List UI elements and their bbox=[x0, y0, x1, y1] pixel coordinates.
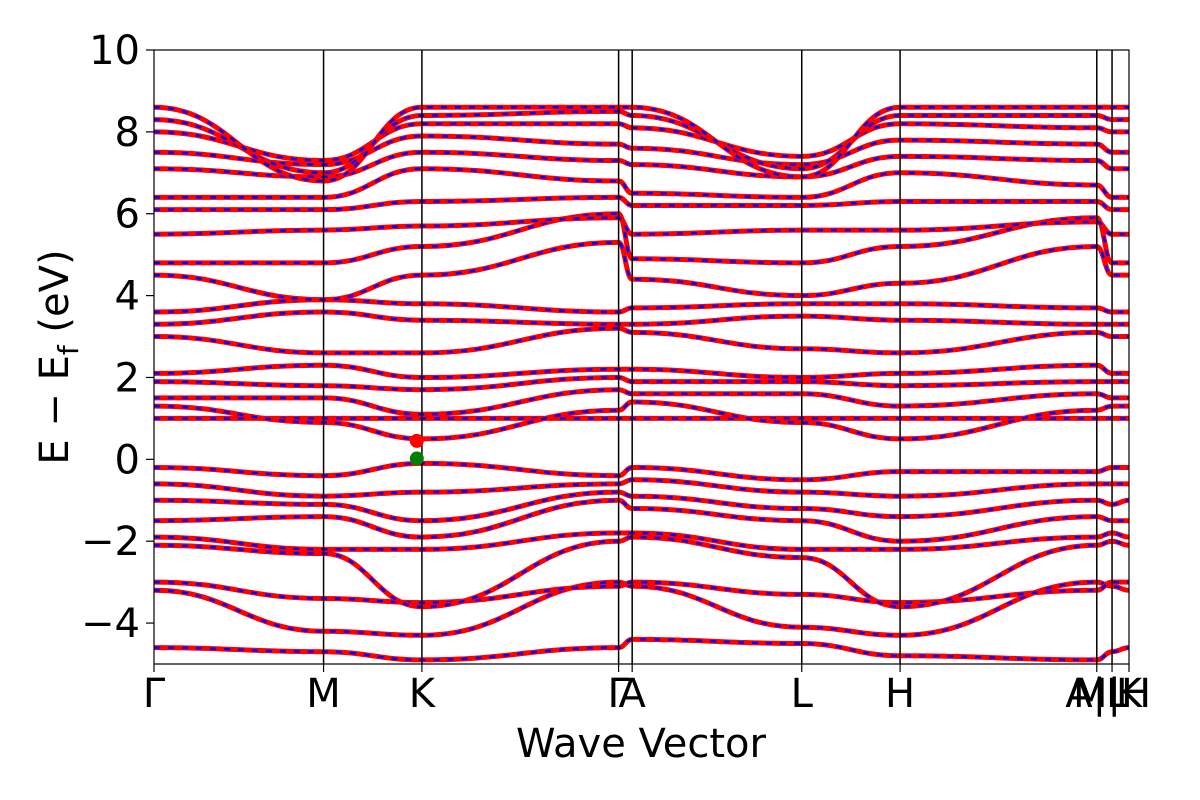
x-tick-label-0: Γ bbox=[143, 671, 166, 717]
band-3-spin-down bbox=[154, 535, 1129, 608]
band-edge-marker-1 bbox=[409, 451, 424, 466]
x-tick-label-4: A bbox=[618, 671, 646, 717]
x-tick-label-7: A|L bbox=[1065, 671, 1129, 717]
x-tick-label-9: K bbox=[1116, 671, 1144, 717]
y-axis-label-subscript: f bbox=[52, 344, 85, 355]
band-12-spin-down bbox=[154, 376, 1129, 391]
y-tick-label-3: 2 bbox=[115, 355, 140, 401]
band-6-spin-down bbox=[154, 490, 1129, 522]
plot-background bbox=[154, 50, 1129, 664]
band-15-spin-down bbox=[154, 310, 1129, 326]
band-edge-marker-0 bbox=[409, 433, 424, 448]
x-tick-label-1: M bbox=[306, 671, 341, 717]
x-axis-ticks: Γ M K ΓA L H A|LM|HK bbox=[143, 664, 1151, 717]
y-tick-label-2: 0 bbox=[115, 437, 140, 483]
y-axis-label: E − Ef (eV) bbox=[32, 249, 85, 464]
y-tick-label-4: 4 bbox=[115, 274, 140, 320]
band-25-spin-down bbox=[154, 110, 1129, 175]
y-tick-label-5: 6 bbox=[115, 192, 140, 238]
band-0-spin-down bbox=[154, 638, 1129, 662]
band-16-spin-down bbox=[154, 298, 1129, 314]
y-tick-label-1: −2 bbox=[81, 519, 140, 565]
band-7-spin-down bbox=[154, 478, 1129, 498]
y-tick-label-0: −4 bbox=[81, 601, 140, 647]
x-tick-label-3: Γ bbox=[607, 671, 630, 717]
band-20-spin-down bbox=[154, 196, 1129, 211]
band-13-spin-down bbox=[154, 363, 1129, 379]
band-11-spin-down bbox=[154, 388, 1129, 416]
band-4-spin-down bbox=[154, 531, 1129, 551]
band-1-spin-down bbox=[154, 580, 1129, 637]
x-tick-label-6: H bbox=[885, 671, 915, 717]
y-axis-label-main: E − E bbox=[32, 355, 78, 465]
x-axis-label: Wave Vector bbox=[516, 721, 767, 767]
y-tick-label-6: 8 bbox=[115, 110, 140, 156]
x-tick-label-2: K bbox=[409, 671, 437, 717]
y-axis-ticks: −4 −2 0 2 4 6 8 10 bbox=[81, 28, 154, 647]
x-tick-label-8: M|H bbox=[1073, 671, 1151, 717]
high-symmetry-lines bbox=[322, 50, 1113, 664]
band-8-spin-down bbox=[154, 462, 1129, 482]
x-tick-label-5: L bbox=[791, 671, 814, 717]
y-tick-label-7: 10 bbox=[89, 28, 140, 74]
plot-frame bbox=[153, 49, 1130, 665]
y-axis-label-unit: (eV) bbox=[32, 249, 78, 345]
band-edge-markers bbox=[409, 433, 424, 466]
band-26-spin-down bbox=[154, 106, 1129, 183]
band-14-spin-down bbox=[154, 327, 1129, 355]
band-22-spin-down bbox=[154, 151, 1129, 179]
